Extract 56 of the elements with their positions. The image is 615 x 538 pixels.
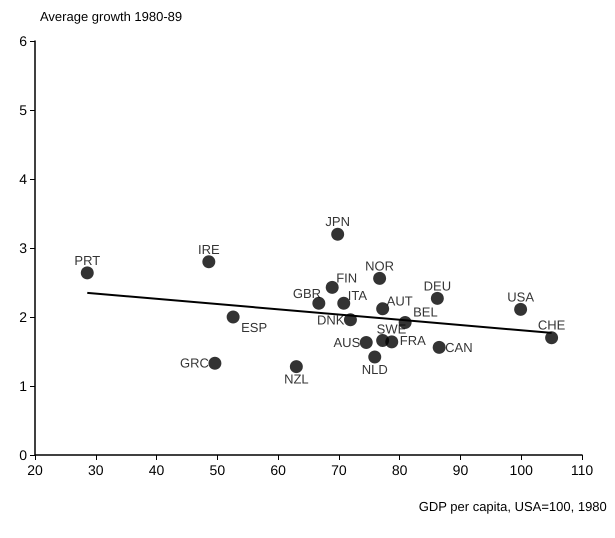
annotation: NZL xyxy=(284,372,309,387)
annotation: AUT xyxy=(386,294,413,309)
y-tick-label: 5 xyxy=(19,102,28,118)
x-tick-label: 20 xyxy=(27,462,43,478)
annotation: BEL xyxy=(413,304,438,320)
y-tick-label: 0 xyxy=(19,447,28,463)
point xyxy=(312,296,326,310)
x-tick-label: 30 xyxy=(88,462,104,478)
point xyxy=(80,266,94,280)
point xyxy=(545,331,558,344)
point xyxy=(368,350,382,364)
annotation: AUS xyxy=(334,335,361,350)
point xyxy=(208,356,222,370)
annotation: CHE xyxy=(538,318,566,333)
annotation: GBR xyxy=(292,286,322,302)
x-tick-label: 80 xyxy=(392,462,408,478)
point xyxy=(514,302,528,316)
y-axis-title: Average growth 1980-89 xyxy=(40,9,182,24)
annotation: DEU xyxy=(424,278,452,294)
annotation: ESP xyxy=(241,320,268,335)
point xyxy=(326,280,339,294)
x-tick-label: 110 xyxy=(570,462,594,478)
annotation: USA xyxy=(507,289,534,304)
point xyxy=(360,336,373,350)
point xyxy=(202,255,216,268)
annotation: CAN xyxy=(445,340,473,355)
annotation: DNK xyxy=(316,312,345,328)
point xyxy=(226,310,240,324)
point xyxy=(290,360,303,374)
annotation: PRT xyxy=(74,252,100,268)
point xyxy=(344,313,357,326)
point xyxy=(430,292,444,305)
annotation: JPN xyxy=(325,214,350,230)
annotation: NLD xyxy=(362,362,388,378)
y-tick-label: 6 xyxy=(19,33,28,49)
point xyxy=(385,335,398,348)
point xyxy=(331,228,344,241)
x-tick-label: 90 xyxy=(452,462,468,478)
y-tick-label: 3 xyxy=(19,240,28,256)
x-tick-label: 50 xyxy=(210,462,226,478)
point xyxy=(373,272,386,285)
x-tick-label: 100 xyxy=(510,462,534,478)
annotation: NOR xyxy=(365,258,394,274)
annotation: ITA xyxy=(348,288,368,304)
y-tick-label: 1 xyxy=(19,378,28,394)
annotation: GRC xyxy=(180,356,209,371)
x-tick-label: 40 xyxy=(148,462,165,478)
x-axis-title: GDP per capita, USA=100, 1980 xyxy=(418,499,607,514)
x-tick-label: 60 xyxy=(270,462,286,478)
point xyxy=(337,296,350,310)
x-tick-label: 70 xyxy=(331,462,347,478)
point xyxy=(432,340,446,354)
y-tick-label: 4 xyxy=(19,171,28,187)
annotation: IRE xyxy=(198,242,220,257)
y-tick-label: 2 xyxy=(19,309,28,325)
annotation: FIN xyxy=(336,270,358,286)
